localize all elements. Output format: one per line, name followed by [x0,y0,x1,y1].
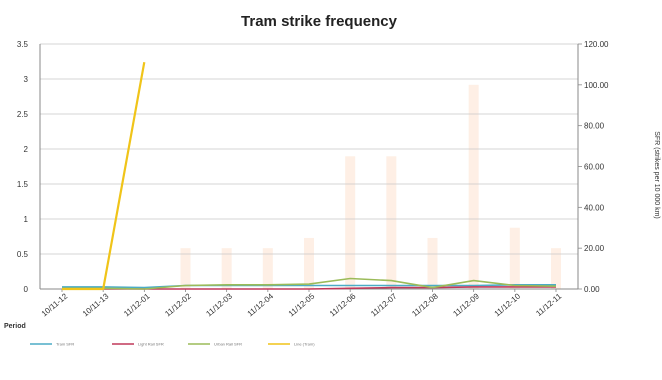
x-tick-label: 11/12-01 [122,291,152,318]
left-tick-label: 1.5 [17,180,29,189]
background-bar [221,248,232,289]
background-bar [304,237,314,289]
legend-label: Tram SFR [56,342,74,347]
series-line [62,62,146,291]
legend-label: Urban Rail SFR [214,342,242,347]
x-axis-label: Period [4,323,26,330]
x-tick-label: 10/11-12 [40,291,70,318]
x-tick-label: 11/12-08 [410,291,440,318]
left-tick-label: 2.5 [17,110,29,119]
legend: Tram SFR Light Rail SFR Urban Rail SFR Line… [30,342,315,347]
x-tick-label: 11/12-02 [163,291,193,318]
x-tick-label: 11/12-03 [204,291,234,318]
series-line [62,277,557,290]
x-tick-label: 11/12-05 [287,291,317,318]
bars-layer [180,84,561,289]
right-tick-label: 60.00 [584,163,605,172]
x-tick-label: 11/12-04 [246,291,276,318]
left-tick-label: 1 [24,215,29,224]
background-bar [386,156,397,289]
x-tick-label: 11/12-11 [534,291,563,318]
right-tick-label: 120.00 [584,40,609,49]
x-tick-label: 11/12-07 [369,291,399,318]
x-tick-label: 11/12-06 [328,291,358,318]
left-tick-label: 0.5 [17,250,29,259]
left-tick-label: 3.5 [17,40,29,49]
x-tick-label: 10/11-13 [81,291,111,318]
right-tick-label: 0.00 [584,285,600,294]
series-line [62,284,556,289]
background-bar [427,237,438,289]
background-bar [509,227,520,289]
lines-layer [62,62,557,291]
background-bar [345,156,356,289]
x-tick-label: 11/12-10 [493,291,523,318]
left-tick-label: 2 [24,145,29,154]
background-bar [468,84,479,289]
right-axis-label: SFR (strikes per 10 000 km) [653,131,660,219]
legend-label: Line (Tram) [294,342,315,347]
background-bar [180,248,191,289]
legend-label: Light Rail SFR [138,342,164,347]
right-tick-label: 80.00 [584,122,605,131]
left-tick-label: 0 [24,285,29,294]
x-tick-label: 11/12-09 [451,291,481,318]
background-bar [551,248,561,289]
right-tick-label: 40.00 [584,203,605,212]
background-bar [262,248,273,289]
right-tick-label: 100.00 [584,81,609,90]
chart-title: Tram strike frequency [241,13,398,30]
right-tick-label: 20.00 [584,244,605,253]
left-tick-label: 3 [24,75,29,84]
